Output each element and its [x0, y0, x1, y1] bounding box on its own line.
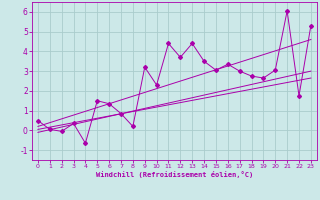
X-axis label: Windchill (Refroidissement éolien,°C): Windchill (Refroidissement éolien,°C): [96, 171, 253, 178]
